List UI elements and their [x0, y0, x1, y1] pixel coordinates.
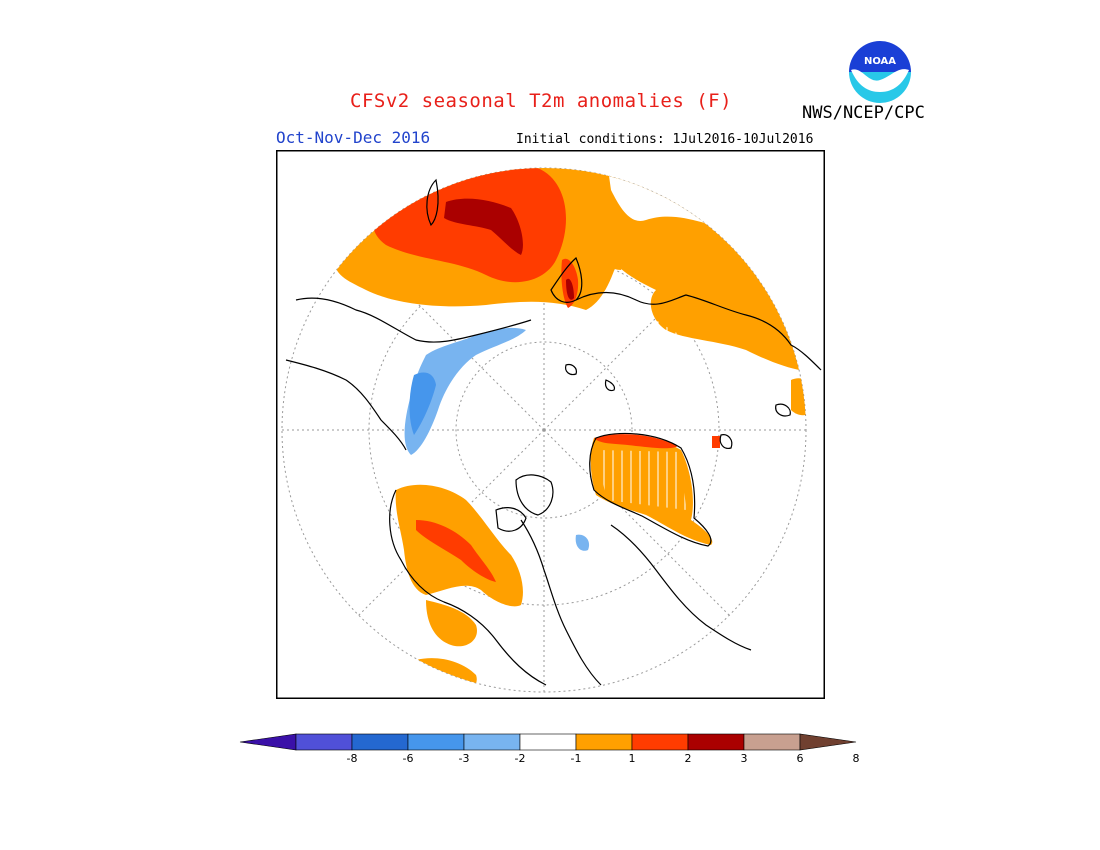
- anomaly-arctic-cold: [575, 534, 590, 551]
- legend-tick-label: 3: [741, 752, 748, 765]
- map-frame: [276, 150, 825, 699]
- logo-text: NOAA: [864, 56, 896, 67]
- legend-bin: [631, 733, 689, 751]
- initial-conditions-label: Initial conditions: 1Jul2016-10Jul2016: [516, 132, 814, 147]
- anomaly-siberia-cold-2: [409, 372, 436, 435]
- legend-bin: [463, 733, 521, 751]
- anomaly-greenland-2to3: [594, 434, 678, 449]
- legend-bin: [407, 733, 465, 751]
- legend-bin: [519, 733, 577, 751]
- legend-tick-label: 1: [629, 752, 636, 765]
- color-legend: -8 -6 -3 -2 -1 1 2 3 6 8: [239, 733, 860, 765]
- anomaly-canada-spot: [712, 436, 720, 448]
- legend-arrow-low: [239, 733, 297, 751]
- legend-tick-label: -3: [459, 752, 470, 765]
- legend-tick-label: 8: [853, 752, 860, 765]
- legend-tick-label: 6: [797, 752, 804, 765]
- legend-bin: [743, 733, 801, 751]
- legend-tick-label: -8: [347, 752, 358, 765]
- anomaly-russia-2to3: [416, 520, 496, 582]
- legend-bin: [351, 733, 409, 751]
- polar-map: [276, 150, 825, 699]
- anomaly-bering-3to6: [566, 278, 574, 300]
- legend-tick-label: 2: [685, 752, 692, 765]
- anomaly-europe-1to2: [426, 600, 477, 647]
- coastlines: [285, 178, 822, 686]
- season-label: Oct-Nov-Dec 2016: [276, 128, 431, 147]
- legend-bin: [575, 733, 633, 751]
- anomaly-labrador-1to2: [791, 378, 806, 416]
- anomaly-siberia-cold-1: [404, 327, 526, 455]
- agency-label: NWS/NCEP/CPC: [802, 103, 925, 123]
- anomaly-siberia-3to6: [444, 198, 523, 255]
- latitude-circle-inner: [455, 341, 633, 519]
- legend-bin: [687, 733, 745, 751]
- map-title: CFSv2 seasonal T2m anomalies (F): [350, 90, 733, 112]
- legend-bin: [295, 733, 353, 751]
- legend-tick-label: -6: [403, 752, 414, 765]
- legend-tick-label: -2: [515, 752, 526, 765]
- legend-tick-label: -1: [571, 752, 582, 765]
- noaa-logo: NOAA: [849, 41, 911, 103]
- legend-arrow-high: [799, 733, 857, 751]
